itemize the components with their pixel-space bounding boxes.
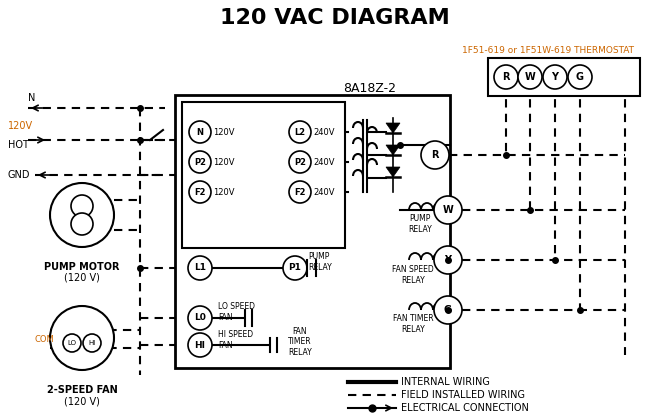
Polygon shape — [386, 123, 400, 133]
Polygon shape — [386, 167, 400, 177]
Text: 240V: 240V — [313, 187, 334, 197]
Circle shape — [289, 121, 311, 143]
Text: N: N — [28, 93, 36, 103]
FancyBboxPatch shape — [182, 102, 345, 248]
Circle shape — [71, 213, 93, 235]
Text: F2: F2 — [194, 187, 206, 197]
Text: P2: P2 — [194, 158, 206, 166]
Circle shape — [63, 334, 81, 352]
Text: HOT: HOT — [8, 140, 29, 150]
FancyBboxPatch shape — [488, 58, 640, 96]
Text: 1F51-619 or 1F51W-619 THERMOSTAT: 1F51-619 or 1F51W-619 THERMOSTAT — [462, 46, 634, 54]
Text: FAN SPEED
RELAY: FAN SPEED RELAY — [392, 265, 434, 285]
Text: 8A18Z-2: 8A18Z-2 — [344, 82, 397, 95]
Circle shape — [50, 306, 114, 370]
Text: FIELD INSTALLED WIRING: FIELD INSTALLED WIRING — [401, 390, 525, 400]
Circle shape — [50, 183, 114, 247]
Circle shape — [188, 306, 212, 330]
Text: (120 V): (120 V) — [64, 273, 100, 283]
Circle shape — [188, 333, 212, 357]
Text: W: W — [525, 72, 535, 82]
Text: HI: HI — [88, 340, 96, 346]
Text: 2-SPEED FAN: 2-SPEED FAN — [47, 385, 117, 395]
Text: PUMP MOTOR: PUMP MOTOR — [44, 262, 120, 272]
Text: PUMP
RELAY: PUMP RELAY — [408, 214, 432, 234]
Text: R: R — [431, 150, 439, 160]
Text: (120 V): (120 V) — [64, 396, 100, 406]
Circle shape — [189, 121, 211, 143]
Text: P2: P2 — [294, 158, 306, 166]
Text: 120V: 120V — [213, 127, 234, 137]
Circle shape — [543, 65, 567, 89]
Circle shape — [289, 181, 311, 203]
FancyBboxPatch shape — [175, 95, 450, 368]
Text: F2: F2 — [294, 187, 306, 197]
Text: ELECTRICAL CONNECTION: ELECTRICAL CONNECTION — [401, 403, 529, 413]
Text: GND: GND — [8, 170, 31, 180]
Text: L1: L1 — [194, 264, 206, 272]
Circle shape — [71, 195, 93, 217]
Circle shape — [518, 65, 542, 89]
Circle shape — [568, 65, 592, 89]
Text: LO SPEED
FAN: LO SPEED FAN — [218, 302, 255, 322]
Text: N: N — [196, 127, 204, 137]
Circle shape — [189, 151, 211, 173]
Text: W: W — [443, 205, 454, 215]
Polygon shape — [386, 145, 400, 155]
Text: 120V: 120V — [213, 187, 234, 197]
Text: FAN
TIMER
RELAY: FAN TIMER RELAY — [288, 327, 312, 357]
Text: 240V: 240V — [313, 158, 334, 166]
Text: INTERNAL WIRING: INTERNAL WIRING — [401, 377, 490, 387]
Text: R: R — [502, 72, 510, 82]
Text: L2: L2 — [294, 127, 306, 137]
Text: LO: LO — [68, 340, 76, 346]
Text: L0: L0 — [194, 313, 206, 323]
Text: HI: HI — [194, 341, 206, 349]
Circle shape — [421, 141, 449, 169]
Text: Y: Y — [551, 72, 559, 82]
Text: G: G — [576, 72, 584, 82]
Circle shape — [289, 151, 311, 173]
Circle shape — [494, 65, 518, 89]
Circle shape — [188, 256, 212, 280]
Text: 120V: 120V — [8, 121, 33, 131]
Text: PUMP
RELAY: PUMP RELAY — [308, 252, 332, 272]
Text: COM: COM — [34, 336, 54, 344]
Circle shape — [189, 181, 211, 203]
Text: G: G — [444, 305, 452, 315]
Circle shape — [83, 334, 101, 352]
Text: 240V: 240V — [313, 127, 334, 137]
Text: P1: P1 — [289, 264, 302, 272]
Circle shape — [283, 256, 307, 280]
Circle shape — [434, 296, 462, 324]
Text: HI SPEED
FAN: HI SPEED FAN — [218, 330, 253, 350]
Text: Y: Y — [444, 255, 452, 265]
Text: 120V: 120V — [213, 158, 234, 166]
Text: FAN TIMER
RELAY: FAN TIMER RELAY — [393, 314, 433, 334]
Text: 120 VAC DIAGRAM: 120 VAC DIAGRAM — [220, 8, 450, 28]
Circle shape — [434, 246, 462, 274]
Circle shape — [434, 196, 462, 224]
